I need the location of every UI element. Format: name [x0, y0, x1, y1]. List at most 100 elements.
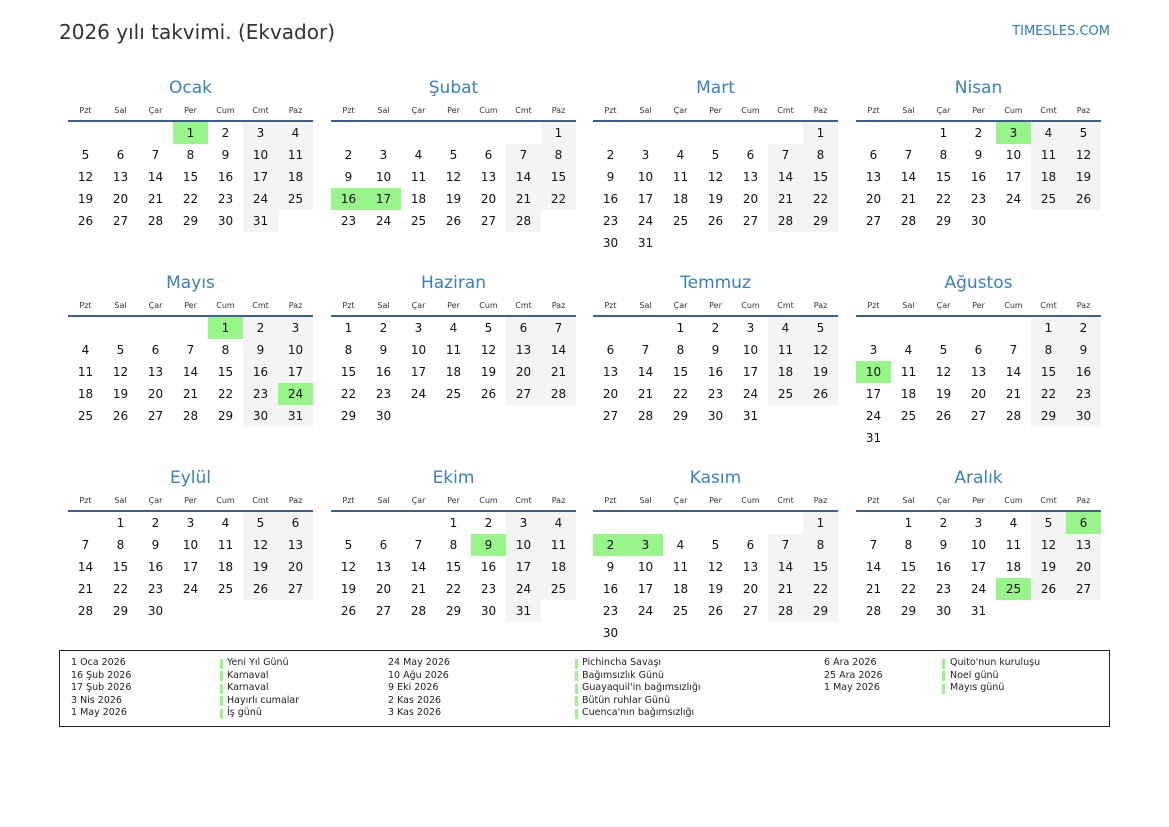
day-cell[interactable]: 25	[996, 578, 1031, 600]
day-cell[interactable]: 9	[974, 148, 983, 162]
day-cell[interactable]: 14	[182, 365, 199, 379]
day-cell[interactable]: 8	[904, 538, 913, 552]
day-cell[interactable]: 29	[445, 604, 462, 618]
day-cell[interactable]: 3	[628, 534, 663, 556]
day-cell[interactable]: 7	[506, 144, 541, 166]
day-cell[interactable]: 24	[506, 578, 541, 600]
day-cell[interactable]: 21	[637, 387, 654, 401]
day-cell[interactable]: 23	[970, 192, 987, 206]
day-cell[interactable]: 15	[217, 365, 234, 379]
day-cell[interactable]: 13	[602, 365, 619, 379]
day-cell[interactable]: 26	[243, 578, 278, 600]
day-cell[interactable]: 15	[672, 365, 689, 379]
day-cell[interactable]: 12	[935, 365, 952, 379]
day-cell[interactable]: 12	[480, 343, 497, 357]
day-cell[interactable]: 7	[81, 538, 90, 552]
day-cell[interactable]: 5	[484, 321, 493, 335]
day-cell[interactable]: 15	[541, 166, 576, 188]
day-cell[interactable]: 30	[1066, 405, 1101, 427]
day-cell[interactable]: 15	[340, 365, 357, 379]
day-cell[interactable]: 23	[217, 192, 234, 206]
day-cell[interactable]: 24	[865, 409, 882, 423]
day-cell[interactable]: 24	[637, 604, 654, 618]
day-cell[interactable]: 21	[768, 578, 803, 600]
day-cell[interactable]: 19	[445, 192, 462, 206]
day-cell[interactable]: 26	[445, 214, 462, 228]
day-cell[interactable]: 18	[768, 361, 803, 383]
day-cell[interactable]: 17	[506, 556, 541, 578]
day-cell[interactable]: 12	[707, 560, 724, 574]
day-cell[interactable]: 10	[506, 534, 541, 556]
day-cell[interactable]: 1	[541, 122, 576, 144]
day-cell[interactable]: 7	[641, 343, 650, 357]
day-cell[interactable]: 12	[445, 170, 462, 184]
day-cell[interactable]: 28	[506, 210, 541, 232]
day-cell[interactable]: 23	[340, 214, 357, 228]
day-cell[interactable]: 4	[414, 148, 423, 162]
day-cell[interactable]: 29	[803, 600, 838, 622]
day-cell[interactable]: 26	[707, 604, 724, 618]
day-cell[interactable]: 1	[116, 516, 125, 530]
day-cell[interactable]: 7	[869, 538, 878, 552]
day-cell[interactable]: 8	[186, 148, 195, 162]
day-cell[interactable]: 30	[602, 626, 619, 640]
day-cell[interactable]: 24	[410, 387, 427, 401]
day-cell[interactable]: 17	[742, 365, 759, 379]
day-cell[interactable]: 28	[541, 383, 576, 405]
day-cell[interactable]: 2	[974, 126, 983, 140]
day-cell[interactable]: 16	[602, 582, 619, 596]
day-cell[interactable]: 10	[637, 170, 654, 184]
day-cell[interactable]: 30	[375, 409, 392, 423]
day-cell[interactable]: 2	[606, 148, 615, 162]
day-cell[interactable]: 15	[1031, 361, 1066, 383]
day-cell[interactable]: 25	[217, 582, 234, 596]
day-cell[interactable]: 14	[900, 170, 917, 184]
day-cell[interactable]: 6	[116, 148, 125, 162]
day-cell[interactable]: 11	[1005, 538, 1022, 552]
day-cell[interactable]: 4	[449, 321, 458, 335]
day-cell[interactable]: 8	[541, 144, 576, 166]
day-cell[interactable]: 6	[869, 148, 878, 162]
day-cell[interactable]: 10	[375, 170, 392, 184]
day-cell[interactable]: 25	[900, 409, 917, 423]
day-cell[interactable]: 7	[1009, 343, 1018, 357]
day-cell[interactable]: 6	[151, 343, 160, 357]
day-cell[interactable]: 28	[865, 604, 882, 618]
day-cell[interactable]: 17	[410, 365, 427, 379]
day-cell[interactable]: 31	[278, 405, 313, 427]
day-cell[interactable]: 16	[602, 192, 619, 206]
day-cell[interactable]: 27	[147, 409, 164, 423]
day-cell[interactable]: 1	[803, 512, 838, 534]
day-cell[interactable]: 21	[1005, 387, 1022, 401]
day-cell[interactable]: 29	[112, 604, 129, 618]
day-cell[interactable]: 22	[182, 192, 199, 206]
day-cell[interactable]: 17	[970, 560, 987, 574]
day-cell[interactable]: 20	[742, 192, 759, 206]
day-cell[interactable]: 20	[147, 387, 164, 401]
day-cell[interactable]: 19	[1066, 166, 1101, 188]
day-cell[interactable]: 13	[480, 170, 497, 184]
day-cell[interactable]: 13	[112, 170, 129, 184]
day-cell[interactable]: 16	[1066, 361, 1101, 383]
day-cell[interactable]: 7	[414, 538, 423, 552]
day-cell[interactable]: 25	[445, 387, 462, 401]
day-cell[interactable]: 28	[637, 409, 654, 423]
day-cell[interactable]: 14	[77, 560, 94, 574]
day-cell[interactable]: 11	[410, 170, 427, 184]
day-cell[interactable]: 10	[1005, 148, 1022, 162]
day-cell[interactable]: 22	[340, 387, 357, 401]
day-cell[interactable]: 28	[768, 210, 803, 232]
day-cell[interactable]: 8	[116, 538, 125, 552]
day-cell[interactable]: 15	[935, 170, 952, 184]
day-cell[interactable]: 16	[970, 170, 987, 184]
day-cell[interactable]: 10	[182, 538, 199, 552]
day-cell[interactable]: 22	[217, 387, 234, 401]
day-cell[interactable]: 22	[1031, 383, 1066, 405]
day-cell[interactable]: 14	[768, 166, 803, 188]
day-cell[interactable]: 25	[77, 409, 94, 423]
day-cell[interactable]: 8	[803, 534, 838, 556]
day-cell[interactable]: 1	[449, 516, 458, 530]
day-cell[interactable]: 28	[182, 409, 199, 423]
day-cell[interactable]: 12	[1066, 144, 1101, 166]
day-cell[interactable]: 21	[541, 361, 576, 383]
